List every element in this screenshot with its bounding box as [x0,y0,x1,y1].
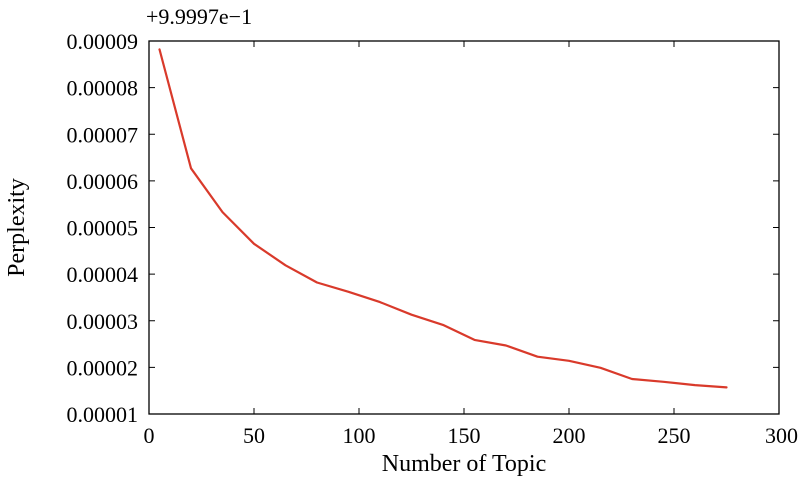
x-tick-label: 50 [243,423,265,448]
y-axis-ticks: 0.00001 0.00002 0.00003 0.00004 0.00005 0.000… [67,29,779,427]
x-tick-label: 0 [144,423,155,448]
y-tick-label: 0.00002 [67,355,139,380]
x-axis-ticks: 0 50 100 150 200 250 300 [144,41,798,448]
y-tick-label: 0.00009 [67,29,139,54]
series-layer [158,48,728,389]
y-tick-label: 0.00005 [67,216,139,241]
x-tick-label: 150 [448,423,481,448]
plot-area-frame [148,40,780,415]
x-axis-label: Number of Topic [382,451,547,477]
y-axis-label: Perplexity [4,178,30,277]
perplexity-series-line [158,48,728,389]
x-tick-label: 250 [658,423,691,448]
x-tick-label: 200 [553,423,586,448]
y-axis-offset-label: +9.9997e−1 [146,4,252,29]
y-tick-label: 0.00006 [67,169,139,194]
y-tick-label: 0.00001 [67,402,139,427]
y-tick-label: 0.00007 [67,122,139,147]
y-tick-label: 0.00003 [67,309,139,334]
x-tick-label: 100 [343,423,376,448]
x-tick-label: 300 [765,423,798,448]
y-tick-label: 0.00004 [67,262,139,287]
y-tick-label: 0.00008 [67,76,139,101]
